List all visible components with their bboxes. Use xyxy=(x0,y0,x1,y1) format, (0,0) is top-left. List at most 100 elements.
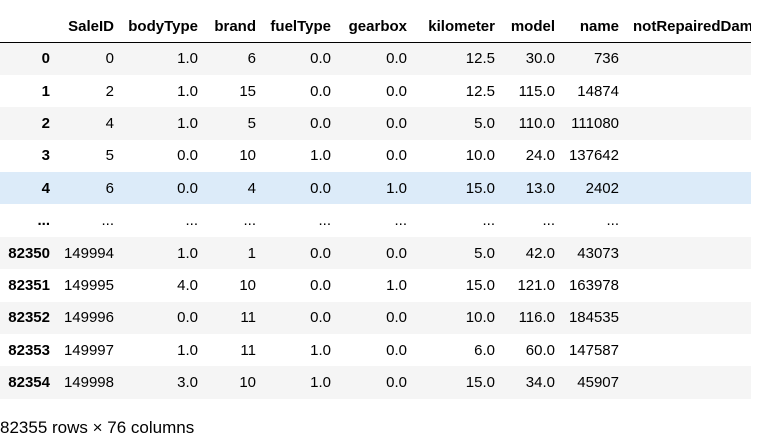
table-cell-gearbox: 1.0 xyxy=(386,276,407,294)
table-cell-gearbox: 0.0 xyxy=(386,82,407,100)
table-cell-model: 116.0 xyxy=(518,309,555,327)
table-cell-brand: 10 xyxy=(239,374,256,392)
table-row: 82350 149994 1.0 1 0.0 0.0 5.0 42.0 43073 xyxy=(0,236,751,270)
table-row: 82353 149997 1.0 11 1.0 0.0 6.0 60.0 147587 xyxy=(0,334,751,367)
table-cell-notrepaireddamage xyxy=(625,172,751,204)
table-cell-brand: 4 xyxy=(247,179,256,197)
table-cell-notrepaireddamage xyxy=(625,140,751,172)
table-header-row: SaleID bodyType brand fuelType gearbox kilome… xyxy=(0,10,751,43)
table-cell-notrepaireddamage xyxy=(625,43,751,75)
table-cell-name: 736 xyxy=(593,50,619,68)
table-cell-model: 42.0 xyxy=(525,244,555,262)
table-cell-kilometer: 12.5 xyxy=(465,50,495,68)
column-header-saleid: SaleID xyxy=(56,10,120,43)
table-cell-kilometer: 10.0 xyxy=(465,309,495,327)
table-cell-name: 163978 xyxy=(568,276,619,294)
table-cell-fueltype: 0.0 xyxy=(310,82,331,100)
table-cell-kilometer: 6.0 xyxy=(474,341,495,359)
table-cell-brand: ... xyxy=(243,212,256,230)
dataframe-table: SaleID bodyType brand fuelType gearbox kilome… xyxy=(0,10,751,399)
table-cell-name: 111080 xyxy=(571,114,619,132)
row-index: 82354 xyxy=(8,374,50,392)
table-cell-notrepaireddamage xyxy=(625,366,751,398)
table-cell-brand: 10 xyxy=(239,276,256,294)
table-cell-fueltype: 0.0 xyxy=(310,276,331,294)
row-index: 82351 xyxy=(8,276,50,294)
row-index: 2 xyxy=(41,114,50,132)
table-cell-model: 110.0 xyxy=(518,114,555,132)
table-row: 0 0 1.0 6 0.0 0.0 12.5 30.0 736 xyxy=(0,42,751,75)
table-cell-fueltype: 0.0 xyxy=(310,179,331,197)
table-cell-name: 14874 xyxy=(577,82,619,100)
table-cell-name: 45907 xyxy=(577,374,619,392)
table-cell-bodytype: 1.0 xyxy=(177,50,198,68)
table-cell-bodytype: 1.0 xyxy=(177,82,198,100)
table-cell-fueltype: 1.0 xyxy=(310,341,331,359)
table-row: 82351 149995 4.0 10 0.0 1.0 15.0 121.0 163978 xyxy=(0,269,751,302)
table-cell-gearbox: 0.0 xyxy=(386,244,407,262)
table-cell-bodytype: ... xyxy=(185,212,198,230)
table-cell-bodytype: 1.0 xyxy=(177,114,198,132)
table-cell-notrepaireddamage xyxy=(625,302,751,334)
table-cell-name: 137642 xyxy=(568,147,619,165)
table-cell-name: 184535 xyxy=(568,309,619,327)
column-header-brand: brand xyxy=(204,10,262,43)
table-row: 1 2 1.0 15 0.0 0.0 12.5 115.0 14874 xyxy=(0,74,751,108)
table-cell-kilometer: 5.0 xyxy=(474,244,495,262)
table-cell-model: 13.0 xyxy=(525,179,555,197)
row-index: 82352 xyxy=(8,309,50,327)
table-cell-model: 121.0 xyxy=(517,276,555,294)
table-cell-model: 115.0 xyxy=(518,82,555,100)
table-cell-kilometer: 10.0 xyxy=(465,147,495,165)
table-cell-fueltype: ... xyxy=(318,212,331,230)
table-cell-kilometer: 15.0 xyxy=(465,374,495,392)
table-cell-notrepaireddamage xyxy=(625,334,751,366)
table-cell-gearbox: 0.0 xyxy=(386,341,407,359)
row-index: 0 xyxy=(41,50,50,68)
table-cell-kilometer: 5.0 xyxy=(474,114,495,132)
table-cell-saleid: ... xyxy=(101,212,114,230)
table-cell-fueltype: 0.0 xyxy=(310,309,331,327)
row-index: 1 xyxy=(41,82,50,100)
table-cell-bodytype: 0.0 xyxy=(177,147,198,165)
table-cell-notrepaireddamage xyxy=(625,204,751,236)
table-row: 4 6 0.0 4 0.0 1.0 15.0 13.0 2402 xyxy=(0,172,751,205)
table-cell-model: ... xyxy=(542,212,555,230)
table-cell-model: 30.0 xyxy=(525,50,555,68)
table-cell-gearbox: 0.0 xyxy=(386,374,407,392)
table-cell-bodytype: 1.0 xyxy=(177,341,198,359)
column-header-bodytype: bodyType xyxy=(120,10,204,43)
table-cell-fueltype: 0.0 xyxy=(310,114,331,132)
table-cell-kilometer: 15.0 xyxy=(465,179,495,197)
table-cell-saleid: 2 xyxy=(105,82,114,100)
table-row: ........................... xyxy=(0,204,751,237)
table-cell-name: ... xyxy=(606,212,619,230)
table-cell-model: 60.0 xyxy=(525,341,555,359)
table-cell-name: 43073 xyxy=(577,244,619,262)
table-cell-gearbox: 0.0 xyxy=(386,309,407,327)
column-header-model: model xyxy=(501,10,561,43)
table-cell-kilometer: 15.0 xyxy=(465,276,495,294)
table-cell-bodytype: 4.0 xyxy=(177,276,198,294)
table-cell-notrepaireddamage xyxy=(625,107,751,139)
table-cell-gearbox: 1.0 xyxy=(386,179,407,197)
table-cell-saleid: 149995 xyxy=(63,276,114,294)
table-cell-bodytype: 0.0 xyxy=(177,309,198,327)
table-cell-saleid: 149994 xyxy=(63,244,114,262)
dataframe-output: SaleID bodyType brand fuelType gearbox kilome… xyxy=(0,10,751,399)
table-cell-model: 24.0 xyxy=(525,147,555,165)
table-cell-bodytype: 1.0 xyxy=(177,244,198,262)
table-cell-notrepaireddamage xyxy=(625,269,751,301)
table-cell-name: 2402 xyxy=(585,179,619,197)
table-cell-fueltype: 1.0 xyxy=(310,147,331,165)
dataframe-shape-summary: 82355 rows × 76 columns xyxy=(0,418,195,437)
table-cell-name: 147587 xyxy=(568,341,619,359)
table-cell-saleid: 6 xyxy=(105,179,114,197)
table-cell-saleid: 5 xyxy=(105,147,114,165)
row-index: 82350 xyxy=(8,244,50,262)
table-cell-gearbox: 0.0 xyxy=(386,50,407,68)
table-cell-brand: 5 xyxy=(247,114,256,132)
column-header-kilometer: kilometer xyxy=(413,10,501,43)
table-cell-saleid: 0 xyxy=(105,50,114,68)
table-cell-brand: 15 xyxy=(239,82,256,100)
